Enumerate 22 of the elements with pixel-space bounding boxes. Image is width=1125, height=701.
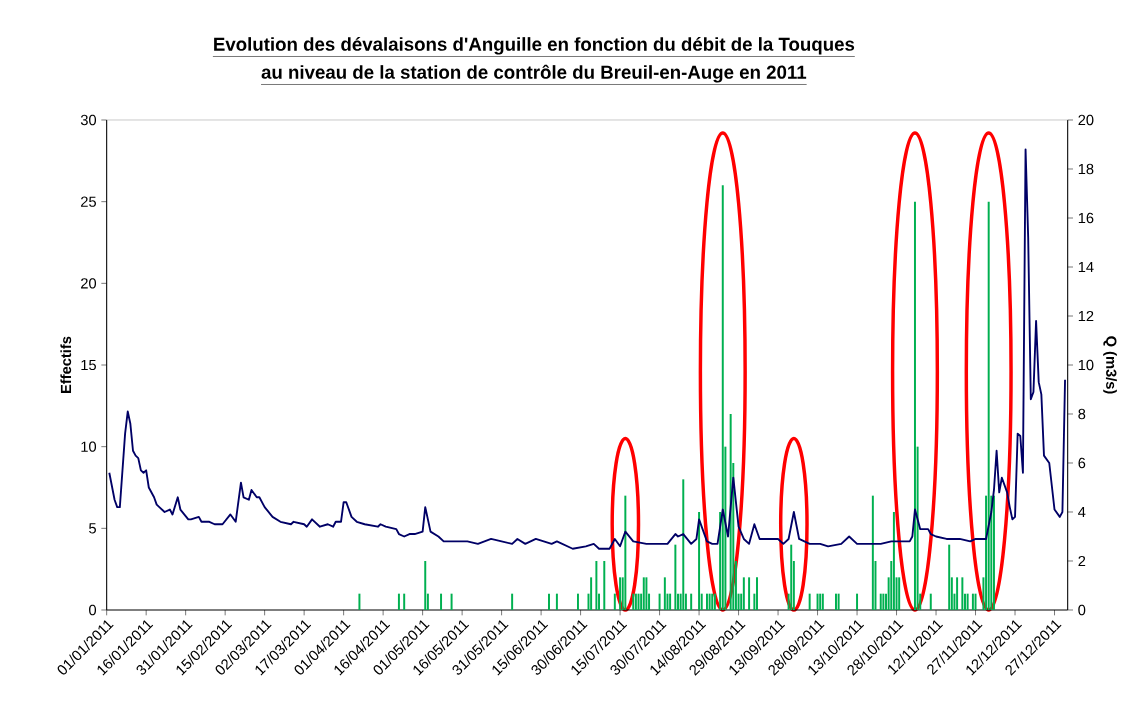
y-tick-label: 25 [81, 196, 96, 207]
y2-tick-label: 2 [1078, 555, 1086, 567]
y2-tick-label: 4 [1078, 506, 1086, 518]
y-tick-label: 10 [81, 441, 97, 452]
y2-tick-label: 10 [1078, 359, 1094, 371]
y-tick-label: 0 [89, 604, 97, 616]
y2-tick-label: 0 [1078, 604, 1086, 616]
y2-tick-label: 6 [1078, 457, 1086, 469]
y-tick-label: 20 [81, 278, 97, 289]
chart-title: Evolution des dévalaisons d'Anguille en fonction du débit de la Touques [214, 36, 855, 55]
y2-tick-label: 20 [1078, 114, 1094, 126]
y2-tick-label: 16 [1078, 212, 1094, 224]
y-axis-title: Effectifs [60, 336, 72, 393]
y2-axis-title: Q (m3/s) [1103, 336, 1117, 394]
chart-subtitle: au niveau de la station de contrôle du Breuil-en-Auge en 2011 [261, 64, 807, 83]
y2-tick-label: 12 [1078, 310, 1094, 322]
y2-tick-label: 18 [1078, 163, 1094, 175]
y2-tick-label: 8 [1078, 408, 1086, 420]
y2-tick-label: 14 [1078, 261, 1094, 273]
y-tick-label: 30 [80, 114, 97, 126]
y-tick-label: 5 [89, 523, 96, 534]
y-tick-label: 15 [81, 359, 96, 371]
